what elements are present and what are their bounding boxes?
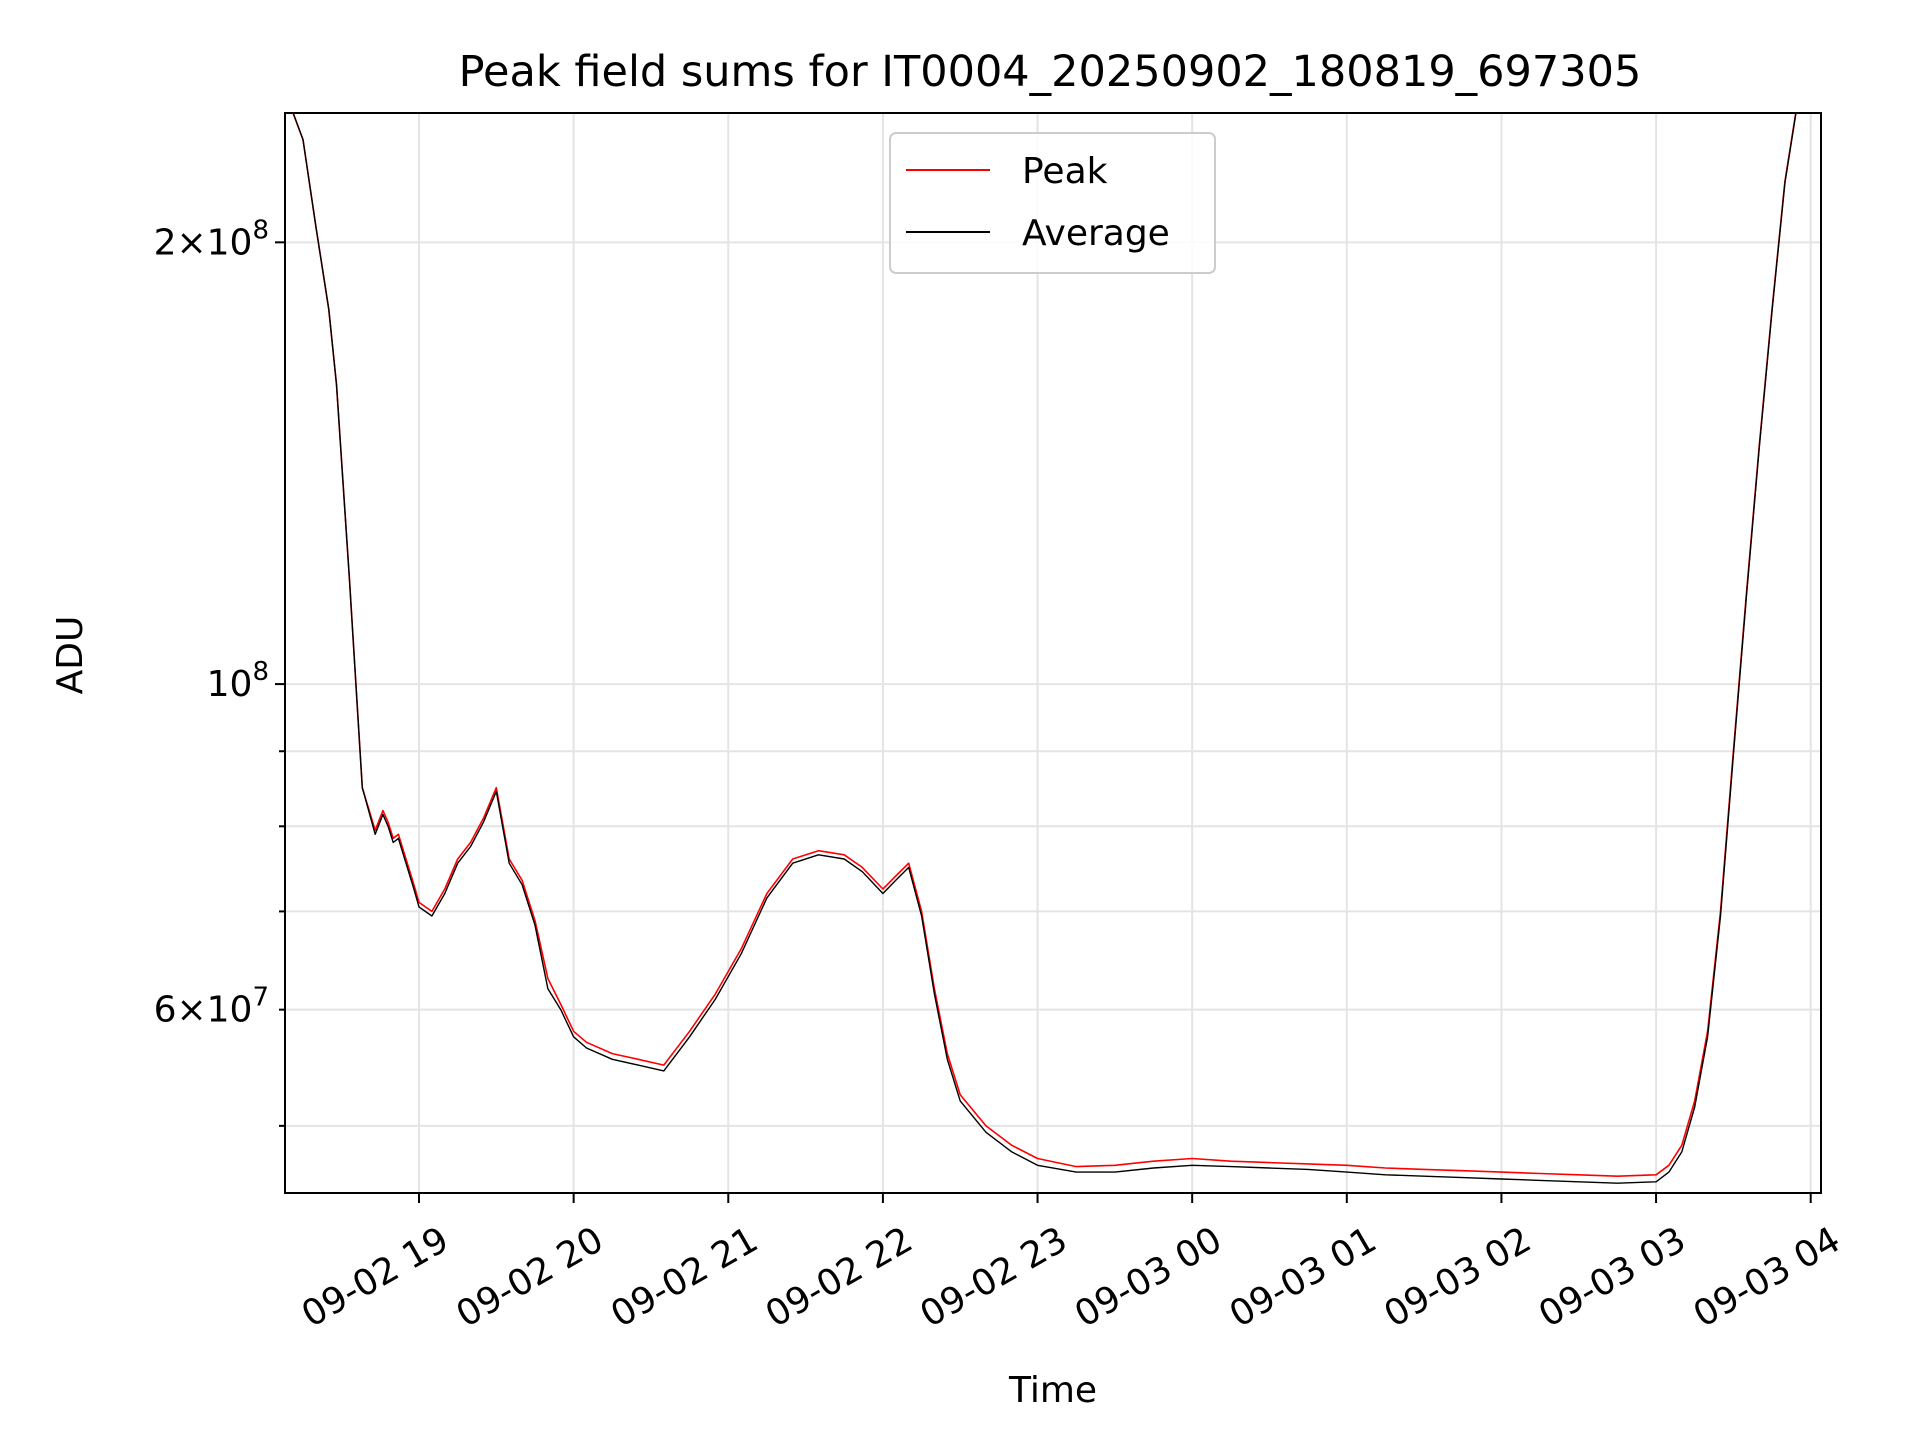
series-line-average xyxy=(292,113,1797,1184)
chart-title: Peak field sums for IT0004_20250902_1808… xyxy=(459,47,1642,97)
x-axis-label: Time xyxy=(1008,1370,1097,1411)
legend: Peak Average xyxy=(889,132,1216,274)
series-line-peak xyxy=(292,113,1797,1177)
series-layer xyxy=(292,113,1797,1184)
y-axis-label: ADU xyxy=(50,616,91,695)
legend-label-average: Average xyxy=(1022,213,1170,254)
plot-frame xyxy=(284,112,1822,1194)
y-tick-label: 108 xyxy=(207,657,269,705)
legend-label-peak: Peak xyxy=(1022,151,1108,192)
y-tick-label: 2×108 xyxy=(154,215,269,263)
legend-box xyxy=(889,132,1216,274)
y-tick-label: 6×107 xyxy=(154,983,269,1031)
